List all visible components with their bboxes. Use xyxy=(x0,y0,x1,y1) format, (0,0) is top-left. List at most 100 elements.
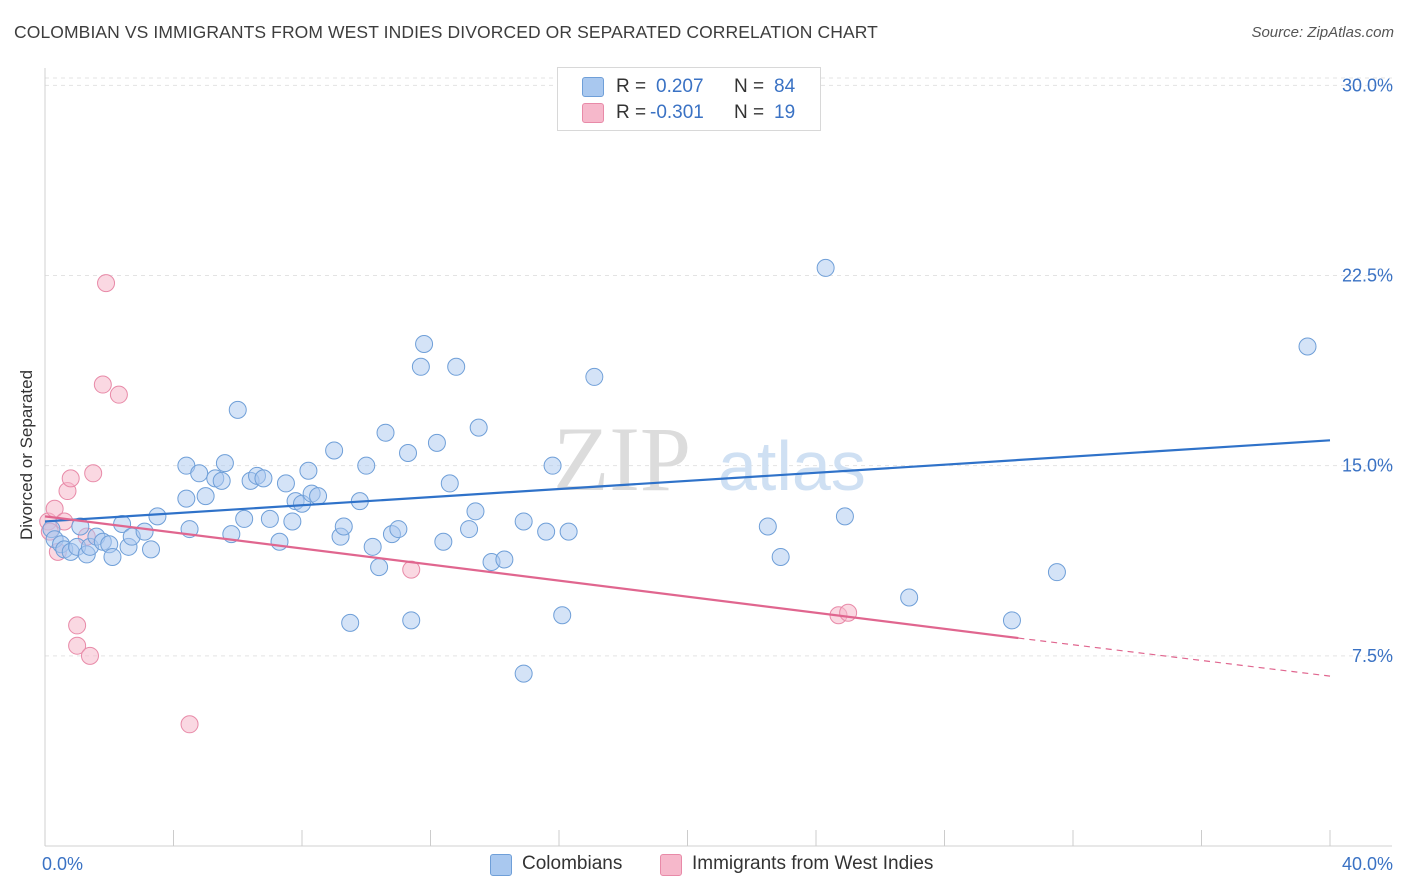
point-colombians xyxy=(440,474,459,493)
bottom-legend-label: Colombians xyxy=(522,853,623,874)
point-colombians xyxy=(1047,563,1066,582)
point-colombians xyxy=(215,454,234,473)
point-colombians xyxy=(495,550,514,569)
bottom-legend-swatch-pink xyxy=(660,854,682,876)
point-colombians xyxy=(299,461,318,480)
point-colombians xyxy=(466,502,485,521)
point-colombians xyxy=(357,456,376,475)
point-colombians xyxy=(142,540,161,559)
point-west-indies xyxy=(68,636,87,655)
point-colombians xyxy=(376,423,395,442)
point-west-indies xyxy=(109,385,128,404)
point-colombians xyxy=(900,588,919,607)
point-colombians xyxy=(469,418,488,437)
point-colombians xyxy=(276,474,295,493)
point-colombians xyxy=(402,611,421,630)
gridlines xyxy=(45,77,1392,657)
point-colombians xyxy=(389,520,408,539)
point-colombians xyxy=(370,558,389,577)
point-colombians xyxy=(260,509,279,528)
point-colombians xyxy=(411,357,430,376)
legend-row-west-indies: R = -0.301 N = 19 xyxy=(582,101,822,125)
point-colombians xyxy=(1298,337,1317,356)
point-colombians xyxy=(434,532,453,551)
point-colombians xyxy=(190,464,209,483)
axes xyxy=(44,68,1392,847)
point-colombians xyxy=(1002,611,1021,630)
legend-r-value: 0.207 xyxy=(656,76,704,97)
legend-r-value: -0.301 xyxy=(650,102,704,123)
y-tick-label: 7.5% xyxy=(1352,646,1393,666)
point-colombians xyxy=(537,522,556,541)
point-west-indies xyxy=(93,375,112,394)
legend-n-label: N = xyxy=(734,76,765,97)
point-colombians xyxy=(325,441,344,460)
point-colombians xyxy=(196,487,215,506)
point-colombians xyxy=(341,613,360,632)
legend-r-label: R = xyxy=(616,76,647,97)
x-tick-label-max: 40.0% xyxy=(1342,854,1393,874)
point-colombians xyxy=(334,517,353,536)
point-colombians xyxy=(212,471,231,490)
point-colombians xyxy=(585,367,604,386)
point-colombians xyxy=(758,517,777,536)
legend-swatch-blue xyxy=(582,77,604,97)
trend-line-colombians xyxy=(44,439,1331,523)
point-colombians xyxy=(254,469,273,488)
point-west-indies xyxy=(68,616,87,635)
watermark-zip: ZIP xyxy=(553,408,691,510)
watermark-atlas: atlas xyxy=(718,427,866,505)
point-colombians xyxy=(816,258,835,277)
legend-r-label: R = xyxy=(616,102,647,123)
point-colombians xyxy=(514,512,533,531)
point-colombians xyxy=(283,512,302,531)
watermark: ZIP atlas xyxy=(553,408,866,510)
point-colombians xyxy=(103,547,122,566)
point-colombians xyxy=(514,664,533,683)
point-colombians xyxy=(228,400,247,419)
series-colombians xyxy=(42,258,1317,683)
trend-line-west-indies xyxy=(44,515,1019,640)
bottom-legend-west-indies: Immigrants from West Indies xyxy=(660,852,980,876)
bottom-legend-swatch-blue xyxy=(490,854,512,876)
point-colombians xyxy=(309,487,328,506)
legend-n-label: N = xyxy=(734,102,765,123)
legend-swatch-pink xyxy=(582,103,604,123)
point-colombians xyxy=(427,433,446,452)
y-tick-label: 22.5% xyxy=(1342,266,1393,286)
source-credit: Source: ZipAtlas.com xyxy=(1251,24,1394,41)
point-colombians xyxy=(447,357,466,376)
point-colombians xyxy=(460,520,479,539)
point-colombians xyxy=(148,507,167,526)
y-tick-label: 15.0% xyxy=(1342,456,1393,476)
point-colombians xyxy=(771,547,790,566)
point-west-indies xyxy=(839,603,858,622)
legend-n-value: 84 xyxy=(774,76,796,97)
point-west-indies xyxy=(80,646,99,665)
point-colombians xyxy=(235,509,254,528)
x-tick-label-min: 0.0% xyxy=(42,854,83,874)
point-colombians xyxy=(543,456,562,475)
point-west-indies xyxy=(180,715,199,734)
point-colombians xyxy=(559,522,578,541)
point-colombians xyxy=(135,522,154,541)
correlation-legend: R = 0.207 N = 84 R = -0.301 N = 19 xyxy=(557,67,821,131)
point-west-indies xyxy=(84,464,103,483)
legend-row-colombians: R = 0.207 N = 84 xyxy=(582,75,822,99)
y-tick-label: 30.0% xyxy=(1342,75,1393,95)
legend-n-value: 19 xyxy=(774,102,796,123)
point-colombians xyxy=(553,606,572,625)
bottom-legend-label: Immigrants from West Indies xyxy=(692,853,934,874)
trend-extension-west-indies xyxy=(1018,637,1331,677)
point-colombians xyxy=(363,537,382,556)
bottom-legend-colombians: Colombians xyxy=(490,852,650,876)
point-colombians xyxy=(399,444,418,462)
point-colombians xyxy=(835,507,854,526)
trend-lines xyxy=(44,439,1331,677)
point-colombians xyxy=(177,489,196,508)
point-west-indies xyxy=(97,274,116,293)
point-colombians xyxy=(415,334,434,353)
point-colombians xyxy=(270,532,289,551)
point-west-indies xyxy=(61,469,80,488)
